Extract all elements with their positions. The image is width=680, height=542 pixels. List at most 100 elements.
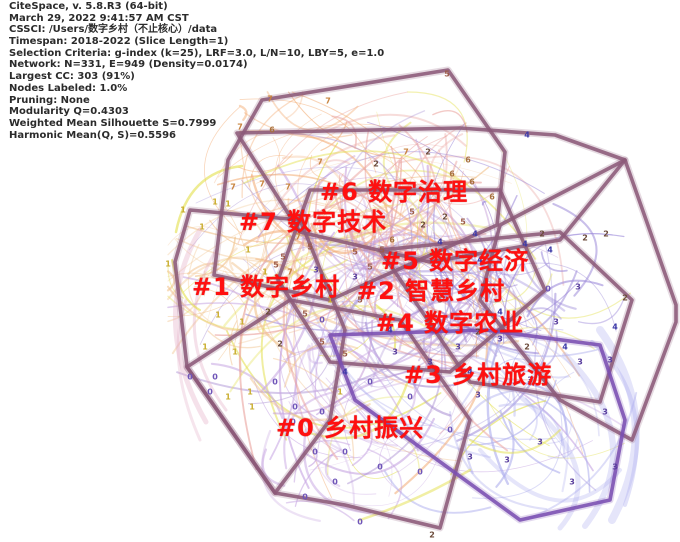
node-label[interactable]: 1 (215, 311, 221, 320)
node-label[interactable]: 3 (527, 376, 533, 385)
node-label[interactable]: 4 (522, 240, 528, 249)
node-label[interactable]: 1 (247, 388, 253, 397)
node-label[interactable]: 4 (547, 246, 553, 255)
node-label[interactable]: 3 (569, 478, 575, 487)
node-label[interactable]: 5 (460, 218, 466, 227)
node-label[interactable]: 2 (425, 148, 431, 157)
cluster-label-2[interactable]: #2 智慧乡村 (357, 277, 506, 305)
node-label[interactable]: 1 (337, 388, 343, 397)
node-label[interactable]: 4 (387, 326, 393, 335)
node-label[interactable]: 3 (427, 358, 433, 367)
node-label[interactable]: 1 (225, 393, 231, 402)
node-label[interactable]: 0 (302, 493, 308, 502)
node-label[interactable]: 7 (295, 233, 301, 242)
node-label[interactable]: 3 (553, 318, 559, 327)
node-label[interactable]: 1 (180, 206, 186, 215)
node-label[interactable]: 0 (367, 378, 373, 387)
node-label[interactable]: 2 (475, 328, 481, 337)
node-label[interactable]: 7 (325, 97, 331, 106)
node-label[interactable]: 2 (524, 343, 530, 352)
node-label[interactable]: 5 (280, 253, 286, 262)
node-label[interactable]: 1 (245, 246, 251, 255)
node-label[interactable]: 2 (420, 221, 426, 230)
node-label[interactable]: 5 (342, 350, 348, 359)
node-label[interactable]: 7 (403, 148, 409, 157)
node-label[interactable]: 7 (285, 183, 291, 192)
node-label[interactable]: 5 (409, 208, 415, 217)
node-label[interactable]: 0 (545, 285, 551, 294)
node-label[interactable]: 4 (437, 238, 443, 247)
node-label[interactable]: 6 (269, 126, 275, 135)
node-label[interactable]: 5 (307, 243, 313, 252)
node-label[interactable]: 2 (373, 160, 379, 169)
node-label[interactable]: 0 (377, 463, 383, 472)
node-label[interactable]: 3 (392, 348, 398, 357)
node-label[interactable]: 0 (187, 373, 193, 382)
node-label[interactable]: 2 (429, 531, 435, 540)
node-label[interactable]: 7 (230, 183, 236, 192)
node-label[interactable]: 1 (262, 268, 268, 277)
node-label[interactable]: 3 (467, 453, 473, 462)
node-label[interactable]: 3 (612, 463, 618, 472)
node-label[interactable]: 2 (539, 230, 545, 239)
node-label[interactable]: 3 (455, 343, 461, 352)
node-label[interactable]: 0 (272, 378, 278, 387)
node-label[interactable]: 3 (607, 356, 613, 365)
node-label[interactable]: 6 (465, 156, 471, 165)
node-label[interactable]: 6 (389, 236, 395, 245)
node-label[interactable]: 4 (524, 131, 530, 140)
node-label[interactable]: 2 (603, 230, 609, 239)
node-label[interactable]: 3 (313, 266, 319, 275)
node-label[interactable]: 0 (332, 478, 338, 487)
node-label[interactable]: 6 (489, 193, 495, 202)
cluster-label-1[interactable]: #1 数字乡村 (192, 273, 341, 301)
node-label[interactable]: 5 (379, 246, 385, 255)
node-label[interactable]: 0 (290, 418, 296, 427)
node-label[interactable]: 1 (165, 260, 171, 269)
cluster-label-4[interactable]: #4 数字农业 (376, 309, 525, 337)
node-label[interactable]: 6 (469, 178, 475, 187)
node-label[interactable]: 0 (292, 403, 298, 412)
node-label[interactable]: 3 (577, 358, 583, 367)
node-label[interactable]: 0 (312, 448, 318, 457)
node-label[interactable]: 2 (622, 294, 628, 303)
node-label[interactable]: 6 (449, 170, 455, 179)
node-label[interactable]: 1 (232, 348, 238, 357)
node-label[interactable]: 1 (212, 198, 218, 207)
node-label[interactable]: 1 (249, 403, 255, 412)
node-label[interactable]: 0 (207, 388, 213, 397)
cluster-label-6[interactable]: #6 数字治理 (320, 178, 469, 206)
node-label[interactable]: 3 (575, 283, 581, 292)
node-label[interactable]: 4 (497, 308, 503, 317)
node-label[interactable]: 0 (342, 448, 348, 457)
node-label[interactable]: 7 (259, 180, 265, 189)
node-label[interactable]: 1 (225, 200, 231, 209)
node-label[interactable]: 4 (467, 368, 473, 377)
node-label[interactable]: 1 (239, 318, 245, 327)
cluster-label-7[interactable]: #7 数字技术 (239, 208, 388, 236)
node-label[interactable]: 3 (537, 438, 543, 447)
cluster-label-3[interactable]: #3 乡村旅游 (404, 361, 553, 389)
node-label[interactable]: 0 (407, 393, 413, 402)
node-label[interactable]: 5 (352, 248, 358, 257)
node-label[interactable]: 5 (444, 70, 450, 79)
node-label[interactable]: 2 (299, 280, 305, 289)
node-label[interactable]: 1 (202, 343, 208, 352)
node-label[interactable]: 1 (199, 223, 205, 232)
node-label[interactable]: 0 (357, 518, 363, 527)
node-label[interactable]: 0 (447, 426, 453, 435)
node-label[interactable]: 5 (367, 263, 373, 272)
node-label[interactable]: 5 (302, 310, 308, 319)
node-label[interactable]: 0 (319, 408, 325, 417)
node-label[interactable]: 7 (287, 268, 293, 277)
node-label[interactable]: 3 (602, 408, 608, 417)
node-label[interactable]: 3 (475, 391, 481, 400)
node-label[interactable]: 7 (267, 95, 273, 104)
node-label[interactable]: 5 (437, 296, 443, 305)
cluster-label-0[interactable]: #0 乡村振兴 (276, 414, 425, 442)
node-label[interactable]: 1 (327, 296, 333, 305)
node-label[interactable]: 0 (319, 316, 325, 325)
node-label[interactable]: 5 (319, 338, 325, 347)
